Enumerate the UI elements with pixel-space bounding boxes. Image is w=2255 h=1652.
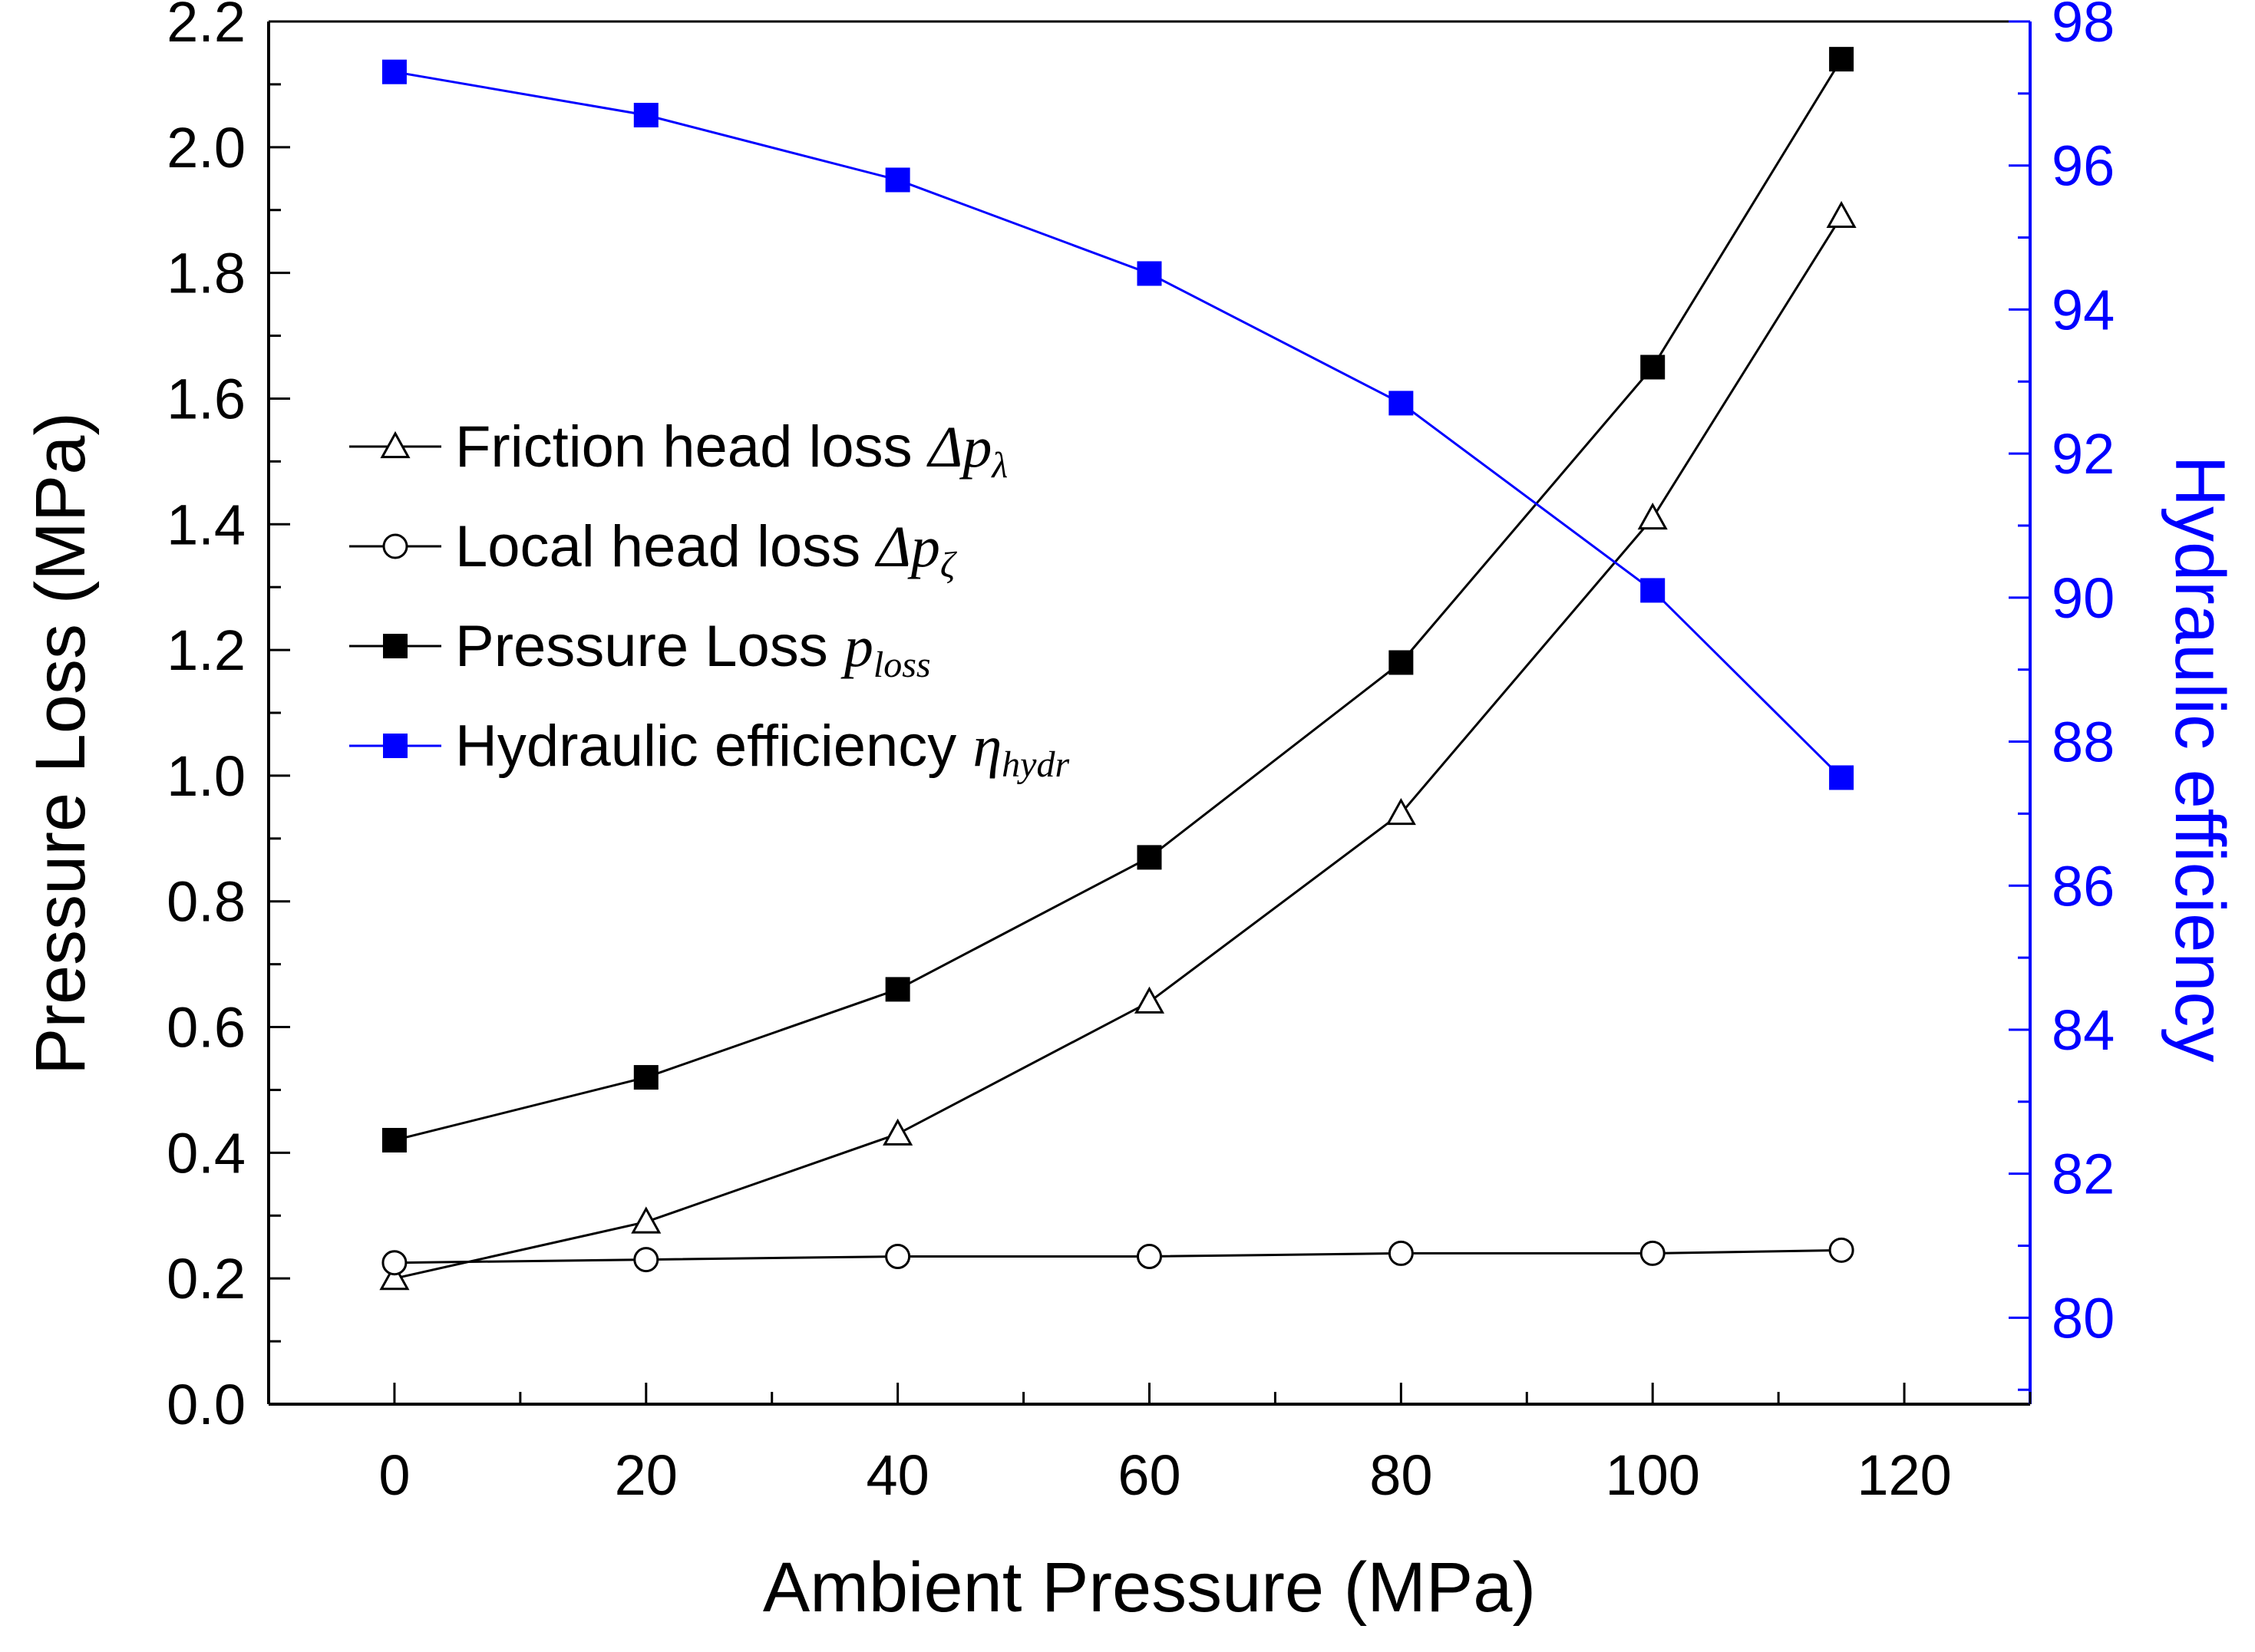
legend-marker [383,734,408,758]
legend-item: Local head loss Δpζ [349,514,958,585]
x-tick-label: 40 [866,1443,929,1507]
data-point [1388,391,1414,416]
y-tick-label: 2.0 [167,116,246,180]
x-tick-label: 60 [1118,1443,1180,1507]
data-point [885,167,910,193]
data-point [1134,986,1165,1014]
data-point [1137,261,1162,286]
legend-marker [383,634,408,658]
x-tick-label: 120 [1857,1443,1951,1507]
series-line [394,58,1843,1142]
legend-item: Friction head loss Δpλ [349,414,1008,486]
y-tick-label: 0.4 [167,1121,246,1185]
x-tick-label: 100 [1605,1443,1699,1507]
y2-tick-label: 96 [2052,134,2115,198]
y2-axis-title: Hydraulic efficiency [2161,456,2239,1063]
y-tick-label: 1.6 [167,367,246,430]
data-point [1826,200,1857,229]
data-point [1829,47,1854,72]
x-tick-label: 0 [378,1443,410,1507]
x-tick-label: 80 [1369,1443,1432,1507]
data-point [633,1247,659,1273]
data-point [885,977,910,1002]
y2-tick-label: 90 [2052,566,2115,630]
y2-tick-label: 98 [2052,0,2115,54]
series-hydraulic-efficiency [381,59,1854,790]
y2-tick-label: 88 [2052,711,2115,774]
data-point [1385,797,1416,826]
legend-marker [382,533,408,559]
y-tick-label: 0.2 [167,1247,246,1311]
y2-tick-label: 84 [2052,998,2115,1062]
data-point [381,1127,407,1152]
series-pressure-loss [381,47,1854,1152]
y-tick-label: 2.2 [167,0,246,54]
legend-label: Friction head loss Δpλ [455,414,1008,486]
data-point [381,1250,408,1276]
legend-label: Pressure Loss ploss [455,614,931,685]
y2-tick-label: 86 [2052,854,2115,918]
x-axis-title: Ambient Pressure (MPa) [763,1548,1536,1627]
series-group [379,47,1857,1291]
data-point [1137,1244,1162,1270]
y-tick-label: 1.4 [167,493,246,556]
data-point [885,1244,911,1270]
legend-item: Hydraulic efficiency ηhydr [349,714,1069,785]
y2-tick-label: 82 [2052,1143,2115,1206]
legend: Friction head loss Δpλ Local head loss Δp… [349,414,1069,785]
data-point [633,103,659,128]
data-point [1828,1237,1854,1263]
data-point [883,1118,913,1146]
data-point [1137,845,1162,870]
y2-tick-label: 94 [2052,278,2115,341]
series-friction-head-loss [379,200,1857,1291]
y-tick-label: 0.6 [167,996,246,1060]
y-tick-label: 1.8 [167,242,246,305]
data-point [381,59,407,84]
data-point [633,1065,659,1090]
data-point [631,1206,662,1234]
y2-tick-label: 80 [2052,1286,2115,1350]
legend-item: Pressure Loss ploss [349,614,931,685]
y-tick-label: 1.2 [167,618,246,682]
axis-titles: Ambient Pressure (MPa) Pressure Loss (MPa… [21,412,2239,1627]
legend-label: Local head loss Δpζ [455,514,958,585]
axes: 0 20 40 60 80 100 120 0.0 0.2 0.4 0.6 0.8 1.0 1.2 1.4 1… [167,0,2115,1507]
legend-label: Hydraulic efficiency ηhydr [455,714,1069,785]
y-tick-label: 0.8 [167,870,246,934]
data-point [1640,354,1666,380]
y2-tick-label: 92 [2052,422,2115,486]
series-line [394,1248,1842,1265]
data-point [1388,1240,1414,1266]
y-tick-label: 1.0 [167,744,246,808]
x-tick-label: 20 [615,1443,678,1507]
series-local-head-loss [381,1237,1854,1276]
data-point [379,1263,410,1291]
data-point [1639,1240,1666,1266]
y-axis-title: Pressure Loss (MPa) [21,412,100,1075]
data-point [1388,650,1414,675]
data-point [1829,765,1854,790]
data-point [1640,578,1666,603]
data-point [1637,502,1668,530]
legend-marker [380,430,411,459]
y-tick-label: 0.0 [167,1373,246,1436]
